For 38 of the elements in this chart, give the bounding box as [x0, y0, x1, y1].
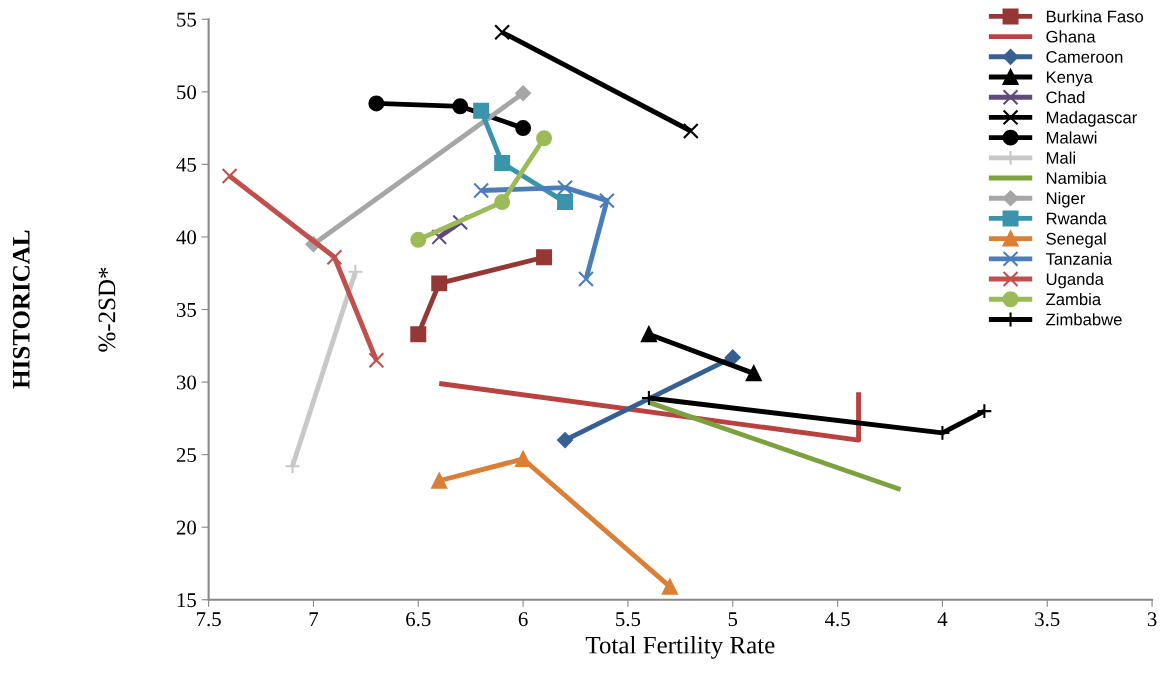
y-tick-label: 20 — [176, 520, 197, 535]
text: HISTORICAL — [12, 230, 30, 389]
x-tick-label: 3.5 — [1035, 612, 1060, 627]
y-axis-title: %-2SD* — [98, 267, 116, 352]
x-tick-label: 6.5 — [406, 612, 431, 627]
legend-label: Rwanda — [1046, 212, 1107, 225]
y-tick-label: 25 — [176, 448, 196, 463]
x-axis-title: Total Fertility Rate — [585, 636, 775, 659]
legend-label: Malawi — [1046, 131, 1097, 144]
legend-label: Zambia — [1046, 293, 1102, 306]
x-tick-label: 5 — [728, 612, 738, 627]
legend-label: Cameroon — [1046, 51, 1123, 63]
x-tick-label: 5.5 — [616, 612, 641, 627]
x-tick-label: 4.5 — [824, 612, 850, 627]
legend-label: Madagascar — [1046, 111, 1137, 127]
y-tick-label: 15 — [177, 593, 196, 608]
y-tick-label: 45 — [176, 157, 196, 172]
legend-label: Chad — [1046, 90, 1085, 104]
legend-label: Burkina Faso — [1046, 10, 1144, 23]
y-tick-label: 40 — [176, 230, 197, 245]
legend-label: Namibia — [1046, 171, 1107, 185]
legend-label: Tanzania — [1045, 252, 1113, 265]
legend-label: Senegal — [1046, 232, 1106, 248]
y-tick-label: 30 — [176, 375, 197, 390]
legend-label: Zimbabwe — [1046, 313, 1122, 326]
legend-label: Uganda — [1046, 272, 1104, 289]
y-tick-label: 55 — [177, 12, 196, 27]
y-tick-label: 50 — [177, 85, 197, 100]
x-tick-label: 3 — [1147, 612, 1157, 627]
legend-label: Mali — [1046, 151, 1075, 164]
x-tick-label: 7.5 — [196, 612, 221, 627]
x-tick-label: 6 — [518, 612, 528, 627]
x-tick-label: 7 — [309, 612, 319, 627]
x-tick-label: 4 — [937, 612, 948, 627]
y-tick-label: 35 — [176, 302, 196, 317]
legend-label: Ghana — [1046, 30, 1096, 43]
legend-label: Kenya — [1046, 71, 1093, 87]
legend-label: Niger — [1046, 191, 1086, 208]
